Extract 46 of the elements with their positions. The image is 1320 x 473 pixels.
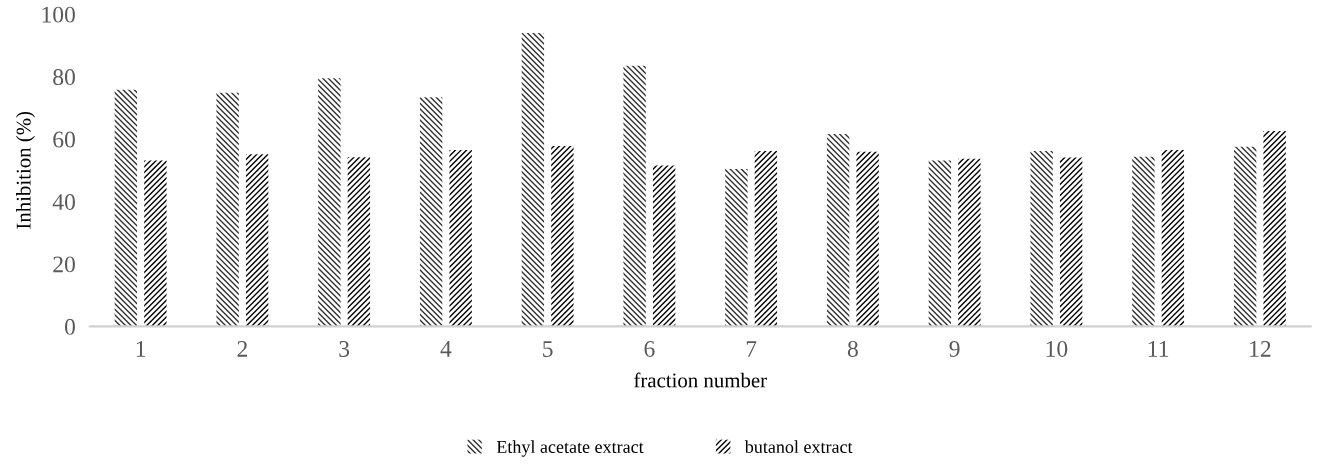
x-tick-label: 5 <box>543 341 553 357</box>
bar <box>347 157 371 327</box>
x-tick-label: 12 <box>1250 341 1271 357</box>
bar <box>144 160 167 327</box>
bar <box>754 150 778 327</box>
bar <box>216 92 239 327</box>
bar <box>521 32 545 327</box>
y-tick-label: 60 <box>53 131 75 148</box>
bar <box>725 169 748 327</box>
x-tick-label: 8 <box>847 340 858 357</box>
bar <box>245 154 269 327</box>
bar <box>958 158 981 327</box>
y-tick-label: 100 <box>42 6 75 23</box>
y-tick-label: 40 <box>52 193 75 210</box>
x-axis-title: fraction number <box>634 372 767 388</box>
x-tick-label: 1 <box>136 341 146 357</box>
bar <box>1059 157 1083 327</box>
y-tick-label: 0 <box>64 318 75 335</box>
y-tick-label: 20 <box>53 256 75 273</box>
bar <box>1233 146 1257 327</box>
bar <box>551 145 574 327</box>
y-axis-title: Inhibition (%) <box>16 111 35 229</box>
x-tick-label: 9 <box>949 341 960 357</box>
x-tick-label: 3 <box>339 341 350 357</box>
bar <box>623 65 646 327</box>
legend-label: Ethyl acetate extract <box>496 440 644 457</box>
bar <box>856 151 879 327</box>
x-tick-label: 7 <box>746 341 757 357</box>
bar <box>1161 149 1185 327</box>
x-tick-label: 4 <box>440 341 452 357</box>
bar <box>826 134 850 327</box>
bar <box>1132 156 1155 327</box>
bar <box>1263 130 1286 327</box>
y-tick-label: 80 <box>53 69 75 86</box>
bar <box>1030 150 1053 327</box>
bar <box>318 78 341 327</box>
bar <box>449 149 472 327</box>
legend-label: butanol extract <box>744 440 853 454</box>
x-tick-label: 10 <box>1046 340 1068 357</box>
x-tick-label: 2 <box>237 341 247 357</box>
bar <box>114 89 138 327</box>
bar <box>419 97 443 327</box>
bar <box>928 160 952 327</box>
bar <box>652 165 676 327</box>
x-tick-label: 6 <box>644 341 655 357</box>
x-tick-label: 11 <box>1148 341 1169 357</box>
